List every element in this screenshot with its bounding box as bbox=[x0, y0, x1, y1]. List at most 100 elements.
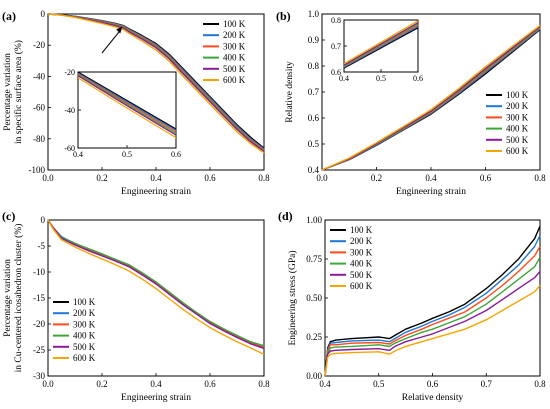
legend-label: 300 K bbox=[223, 41, 246, 51]
series-line-500-K bbox=[324, 271, 541, 377]
x-tick-label: 0.6 bbox=[204, 173, 216, 183]
inset-1: 0.4 0.5 0.6 0.6 0.7 0.8 bbox=[331, 16, 423, 83]
x-tick-label: 0.7 bbox=[481, 379, 493, 389]
legend-label: 600 K bbox=[506, 146, 529, 156]
legend-label: 400 K bbox=[506, 124, 529, 134]
series-line-600-K bbox=[343, 20, 419, 65]
legend-label: 100 K bbox=[350, 225, 373, 235]
panel-label: (c) bbox=[2, 209, 15, 223]
x-tick-label: 0.5 bbox=[122, 150, 132, 159]
y-tick-label: 1.00 bbox=[306, 215, 322, 225]
y-tick-label: -10 bbox=[33, 267, 45, 277]
legend-label: 100 K bbox=[73, 297, 96, 307]
y-tick-label: -100 bbox=[29, 165, 46, 175]
y-tick-label: 0.8 bbox=[308, 61, 320, 71]
y-tick-label: -20 bbox=[64, 68, 75, 77]
x-tick-label: 0.4 bbox=[425, 173, 437, 183]
x-tick-label: 0.2 bbox=[96, 379, 107, 389]
x-tick-label: 0.0 bbox=[316, 173, 328, 183]
y-tick-label: 0 bbox=[41, 9, 46, 19]
x-axis-label: Engineering strain bbox=[121, 187, 191, 197]
y-tick-label: 0.50 bbox=[306, 293, 322, 303]
series-line-600-K bbox=[47, 13, 265, 154]
y-tick-label: 0.7 bbox=[308, 87, 320, 97]
legend-label: 100 K bbox=[223, 19, 246, 29]
y-tick-label: -20 bbox=[33, 319, 45, 329]
y-tick-label: -15 bbox=[33, 293, 45, 303]
y-tick-label: -80 bbox=[33, 134, 45, 144]
series-line-300-K bbox=[343, 24, 419, 68]
y-axis-label: in specific surface area (%) bbox=[13, 40, 24, 144]
x-tick-label: 0.2 bbox=[371, 173, 382, 183]
annotation-arrow-head bbox=[116, 26, 123, 34]
x-tick-label: 0.4 bbox=[73, 150, 83, 159]
x-tick-label: 0.8 bbox=[258, 173, 270, 183]
series-line-100-K bbox=[324, 225, 541, 377]
annotation-arrow-shaft bbox=[101, 29, 122, 54]
y-tick-label: 0.4 bbox=[308, 165, 320, 175]
series-line-200-K bbox=[324, 235, 541, 377]
legend-label: 600 K bbox=[350, 281, 373, 291]
legend-label: 400 K bbox=[350, 259, 373, 269]
series-line-600-K bbox=[324, 285, 541, 377]
y-axis-label: Percentage variation bbox=[3, 53, 13, 131]
y-tick-label: 0.75 bbox=[306, 254, 322, 264]
series-line-100-K bbox=[77, 71, 177, 130]
y-tick-label: 0.7 bbox=[331, 42, 341, 51]
legend-label: 300 K bbox=[350, 247, 373, 257]
y-tick-label: 1.0 bbox=[308, 9, 320, 19]
panel-label: (b) bbox=[276, 9, 291, 23]
y-axis-label: Engineering stress (GPa) bbox=[287, 251, 298, 346]
inset-frame bbox=[343, 19, 419, 73]
y-tick-label: -30 bbox=[33, 371, 45, 381]
y-tick-label: 0.6 bbox=[308, 113, 320, 123]
x-tick-label: 0.5 bbox=[376, 74, 386, 83]
series-line-100-K bbox=[343, 27, 419, 69]
series-line-200-K bbox=[77, 72, 177, 132]
x-tick-label: 0.6 bbox=[413, 74, 423, 83]
legend-label: 600 K bbox=[223, 75, 246, 85]
x-tick-label: 0.4 bbox=[150, 379, 162, 389]
legend-label: 500 K bbox=[350, 270, 373, 280]
series-line-600-K bbox=[321, 24, 541, 171]
x-tick-label: 0.6 bbox=[427, 379, 439, 389]
legend-label: 500 K bbox=[506, 135, 529, 145]
x-axis-label: Relative density bbox=[402, 393, 464, 403]
y-tick-label: 0.00 bbox=[306, 371, 322, 381]
y-axis-label: Relative density bbox=[285, 61, 295, 123]
series-line-400-K bbox=[47, 219, 265, 347]
x-tick-label: 0.5 bbox=[373, 379, 385, 389]
y-axis-label: in Cu-centered icosahedron cluster (%) bbox=[13, 224, 24, 373]
x-tick-label: 0.4 bbox=[150, 173, 162, 183]
plot-frame bbox=[47, 219, 265, 377]
x-tick-label: 0.4 bbox=[339, 74, 349, 83]
panel-label: (d) bbox=[278, 209, 293, 223]
legend-label: 300 K bbox=[506, 112, 529, 122]
panel-2: 0.0 0.2 0.4 0.6 0.8 0 -5 -10 -15 -20 -25 -30 (c) Engi… bbox=[2, 209, 270, 403]
y-tick-label: 0.25 bbox=[306, 332, 322, 342]
y-tick-label: 0.8 bbox=[331, 16, 341, 25]
x-tick-label: 0.0 bbox=[42, 379, 54, 389]
x-tick-label: 0.6 bbox=[204, 379, 216, 389]
legend-label: 600 K bbox=[73, 353, 96, 363]
legend-label: 300 K bbox=[73, 319, 96, 329]
y-tick-label: 0.6 bbox=[331, 68, 341, 77]
y-tick-label: -5 bbox=[38, 241, 46, 251]
y-tick-label: 0 bbox=[41, 215, 46, 225]
x-tick-label: 0.2 bbox=[96, 173, 107, 183]
series-line-400-K bbox=[343, 23, 419, 67]
legend-label: 500 K bbox=[73, 342, 96, 352]
x-tick-label: 0.0 bbox=[42, 173, 54, 183]
y-tick-label: 0.5 bbox=[308, 139, 320, 149]
series-line-300-K bbox=[324, 246, 541, 377]
x-tick-label: 0.4 bbox=[319, 379, 331, 389]
series-line-500-K bbox=[77, 75, 177, 136]
y-tick-label: -60 bbox=[64, 144, 75, 153]
series-line-200-K bbox=[343, 25, 419, 68]
y-tick-label: 0.9 bbox=[308, 35, 320, 45]
x-tick-label: 0.8 bbox=[534, 173, 546, 183]
x-axis-label: Engineering strain bbox=[396, 187, 466, 197]
x-tick-label: 0.6 bbox=[171, 150, 181, 159]
series-line-400-K bbox=[324, 257, 541, 377]
y-tick-label: -40 bbox=[64, 106, 75, 115]
